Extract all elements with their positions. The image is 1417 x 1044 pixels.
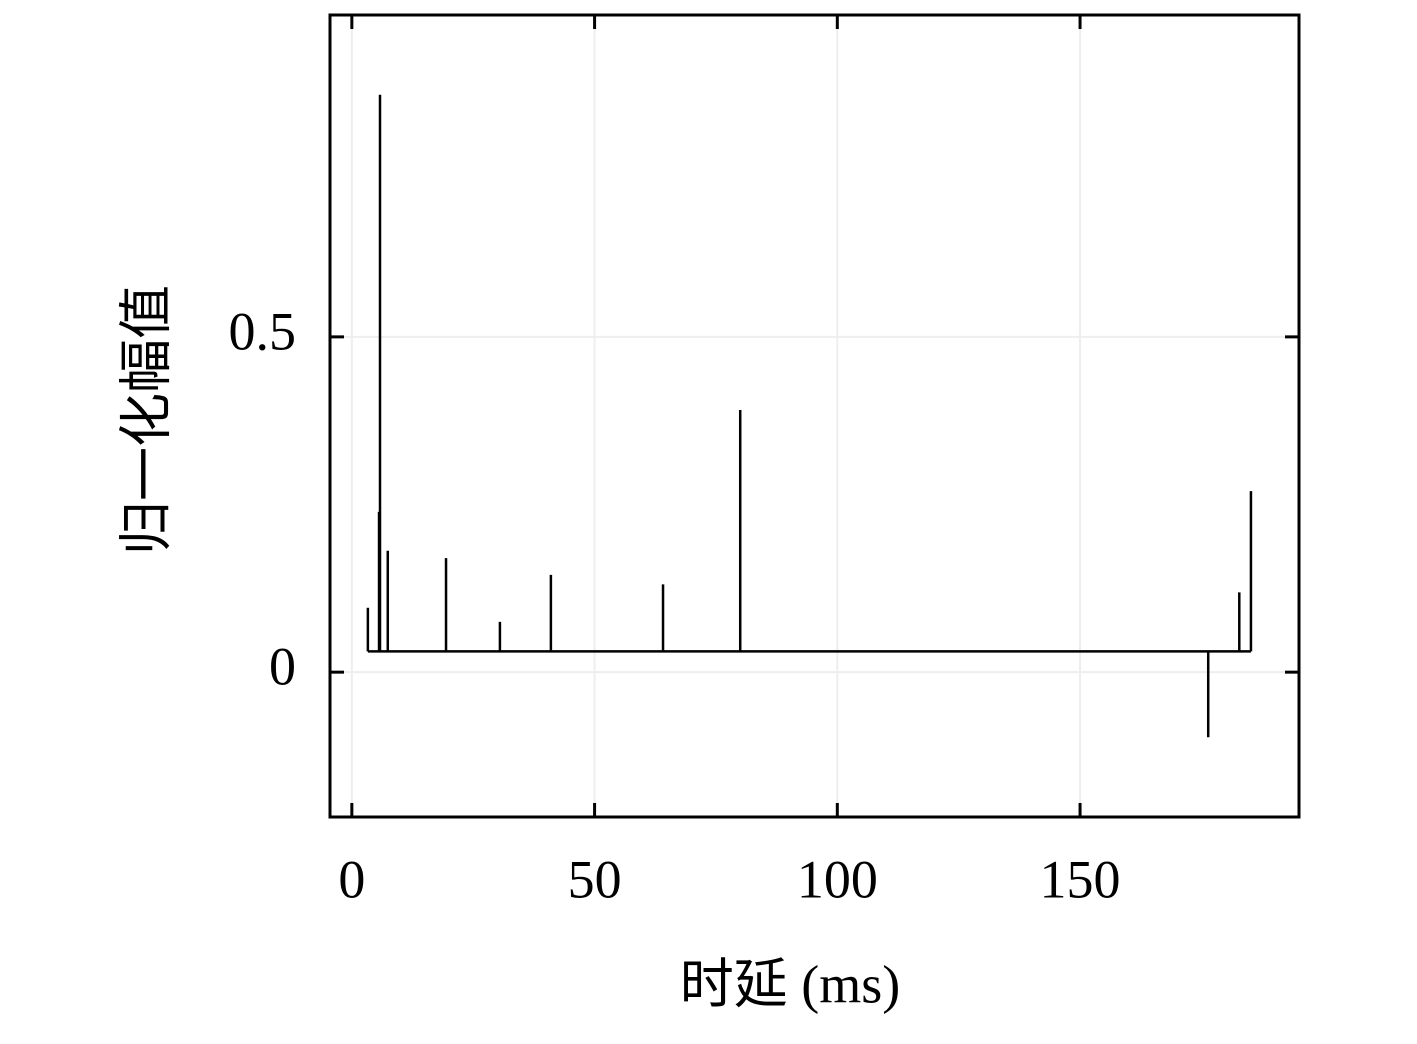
x-axis-label: 时延 (ms) — [680, 954, 900, 1014]
x-tick-label: 100 — [797, 849, 878, 909]
x-tick-label: 50 — [568, 849, 622, 909]
x-tick-label: 0 — [338, 849, 365, 909]
plot-frame — [328, 13, 1301, 819]
y-tick-label: 0 — [269, 637, 296, 697]
y-axis-label: 归一化幅值 — [116, 285, 176, 555]
y-tick-label: 0.5 — [229, 301, 297, 361]
x-tick-label: 150 — [1040, 849, 1121, 909]
